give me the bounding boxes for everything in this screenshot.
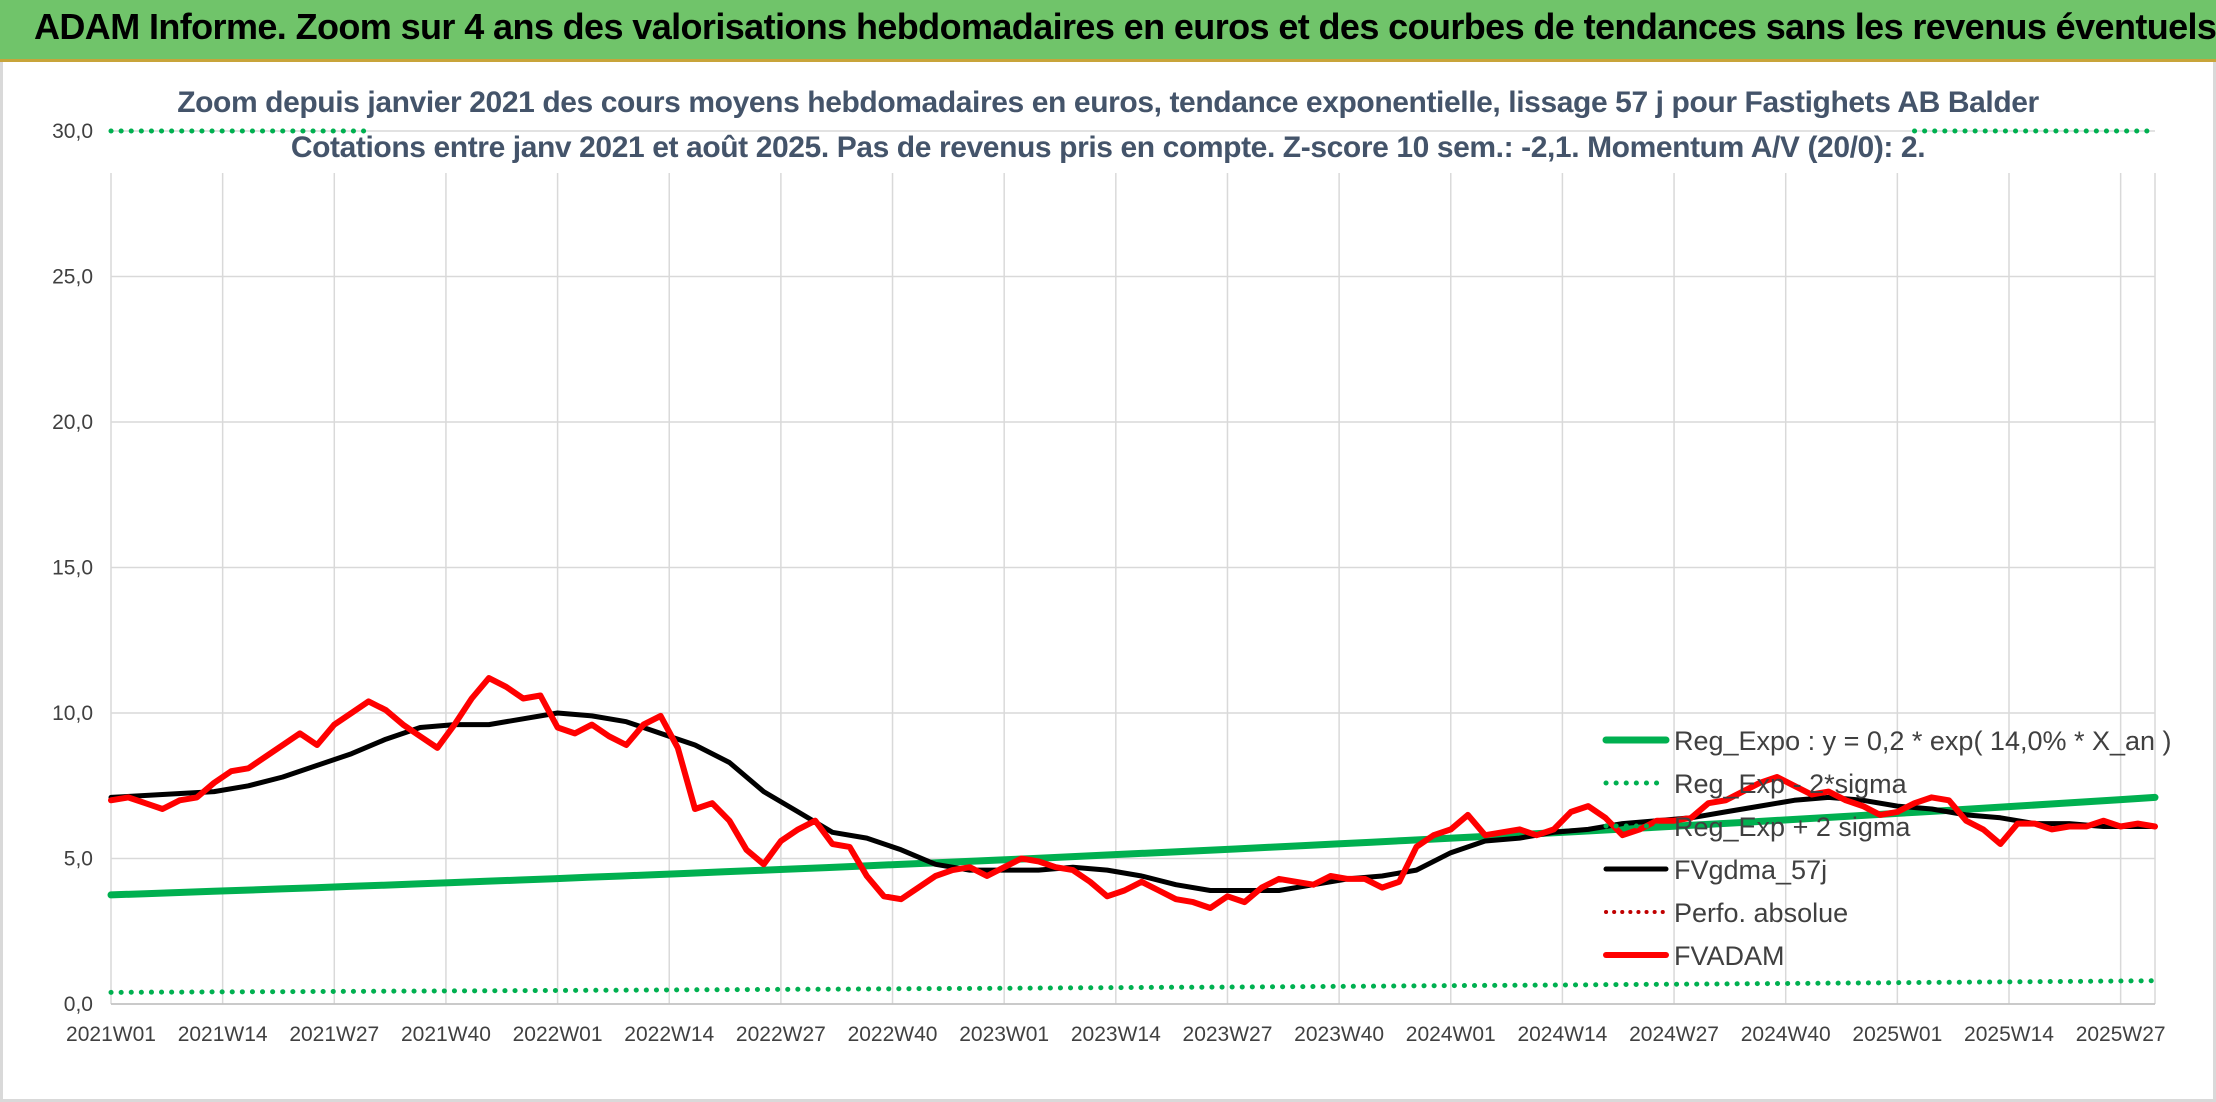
y-axis-ticks: 0,0 5,0 10,0 15,0 20,0 25,0 30,0 [52,120,93,1016]
x-tick-label: 2023W01 [959,1023,1049,1046]
y-tick-label: 15,0 [52,557,93,580]
y-tick-label: 20,0 [52,411,93,434]
legend-label: Reg_Exp + 2 sigma [1674,812,1911,842]
legend-label: Perfo. absolue [1674,898,1848,928]
x-tick-label: 2023W40 [1294,1023,1384,1046]
x-tick-label: 2024W27 [1629,1023,1719,1046]
legend-label: Reg_Exp - 2*sigma [1674,769,1908,799]
x-tick-label: 2025W01 [1852,1023,1942,1046]
series-lines [107,128,2159,995]
series-line-fvgdma-57j [108,710,2158,893]
grid-lines [110,130,2156,1005]
legend-label: FVgdma_57j [1674,855,1827,885]
header-banner: ADAM Informe. Zoom sur 4 ans des valoris… [0,0,2216,62]
x-tick-label: 2023W14 [1071,1023,1161,1046]
y-tick-label: 10,0 [52,702,93,725]
x-tick-label: 2022W14 [624,1023,714,1046]
x-tick-label: 2022W40 [848,1023,938,1046]
x-tick-label: 2024W40 [1741,1023,1831,1046]
chart-title: Zoom depuis janvier 2021 des cours moyen… [177,86,2039,119]
legend-label: FVADAM [1674,941,1785,971]
y-tick-label: 30,0 [52,120,93,143]
y-tick-label: 25,0 [52,266,93,289]
x-tick-label: 2024W14 [1517,1023,1607,1046]
legend: Reg_Expo : y = 0,2 * exp( 14,0% * X_an )… [1602,726,2172,971]
series-line-reg-expo-y-0-2-exp-14-0-x-an [107,793,2159,899]
x-tick-label: 2022W27 [736,1023,826,1046]
x-tick-label: 2025W27 [2076,1023,2166,1046]
x-tick-label: 2021W40 [401,1023,491,1046]
x-tick-label: 2021W14 [178,1023,268,1046]
series-line-fvadam [108,675,2158,911]
chart-area: 0,0 5,0 10,0 15,0 20,0 25,0 30,0 2021W01 2021W1… [52,120,2172,1046]
x-tick-label: 2025W14 [1964,1023,2054,1046]
y-tick-label: 5,0 [64,848,93,871]
series-line-reg-exp-2-sigma [108,978,2158,995]
x-tick-label: 2021W01 [66,1023,156,1046]
legend-label: Reg_Expo : y = 0,2 * exp( 14,0% * X_an ) [1674,726,2172,756]
page-title: ADAM Informe. Zoom sur 4 ans des valoris… [34,6,2216,47]
y-tick-label: 0,0 [64,993,93,1016]
x-tick-label: 2022W01 [513,1023,603,1046]
chart-subtitle: Cotations entre janv 2021 et août 2025. … [290,131,1926,164]
x-tick-label: 2024W01 [1406,1023,1496,1046]
x-tick-label: 2023W27 [1183,1023,1273,1046]
x-axis-ticks: 2021W01 2021W14 2021W27 2021W40 2022W01 2022W… [66,1023,2166,1046]
x-tick-label: 2021W27 [289,1023,379,1046]
